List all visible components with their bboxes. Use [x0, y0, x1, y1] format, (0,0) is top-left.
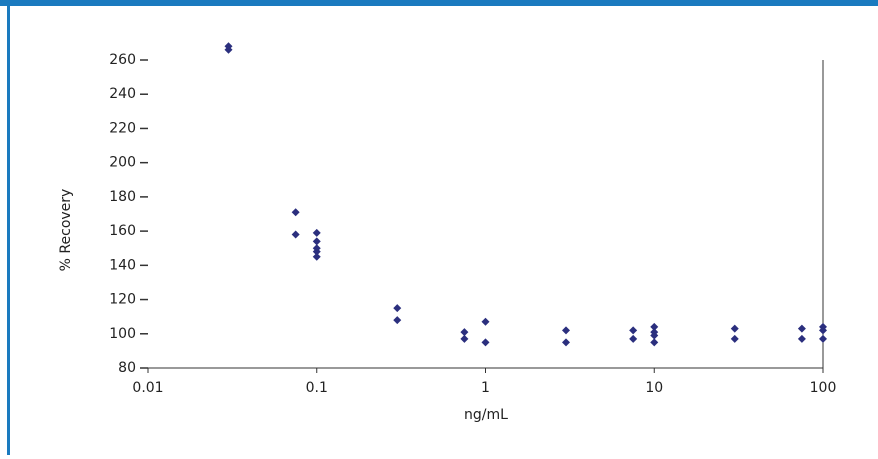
data-point: [224, 45, 233, 54]
y-tick-label: 140: [109, 257, 136, 273]
data-point: [312, 252, 321, 261]
data-point: [629, 334, 638, 343]
y-tick-label: 200: [109, 155, 136, 171]
data-point: [819, 326, 827, 335]
y-tick-label: 120: [109, 292, 136, 308]
data-point: [393, 304, 402, 313]
data-point: [562, 326, 571, 335]
data-point: [312, 247, 321, 256]
y-tick-label: 100: [109, 326, 136, 342]
y-tick-label: 260: [109, 52, 136, 68]
data-point: [291, 208, 300, 217]
data-point: [291, 230, 300, 239]
y-tick-label: 80: [118, 360, 136, 376]
data-point: [797, 324, 806, 333]
x-tick-label: 100: [810, 380, 837, 396]
data-point: [819, 334, 827, 343]
data-point: [797, 334, 806, 343]
x-tick-label: 0.01: [132, 380, 163, 396]
x-tick-label: 0.1: [306, 380, 328, 396]
y-tick-label: 240: [109, 86, 136, 102]
data-point: [312, 228, 321, 237]
data-point: [460, 334, 469, 343]
y-axis-label: % Recovery: [58, 189, 74, 272]
data-point: [393, 316, 402, 325]
data-point: [629, 326, 638, 335]
data-point: [650, 338, 659, 347]
data-point: [481, 338, 490, 347]
left-border: [7, 0, 10, 455]
data-point: [650, 331, 659, 340]
top-bar: [0, 0, 878, 6]
x-tick-label: 1: [481, 380, 490, 396]
data-point: [312, 237, 321, 246]
data-point: [460, 328, 469, 337]
y-tick-label: 220: [109, 120, 136, 136]
data-point: [730, 324, 739, 333]
data-point: [730, 334, 739, 343]
x-axis-label: ng/mL: [464, 407, 508, 423]
y-tick-label: 180: [109, 189, 136, 205]
x-tick-label: 10: [645, 380, 663, 396]
data-point: [562, 338, 571, 347]
data-point: [481, 317, 490, 326]
data-point: [650, 322, 659, 331]
y-tick-label: 160: [109, 223, 136, 239]
